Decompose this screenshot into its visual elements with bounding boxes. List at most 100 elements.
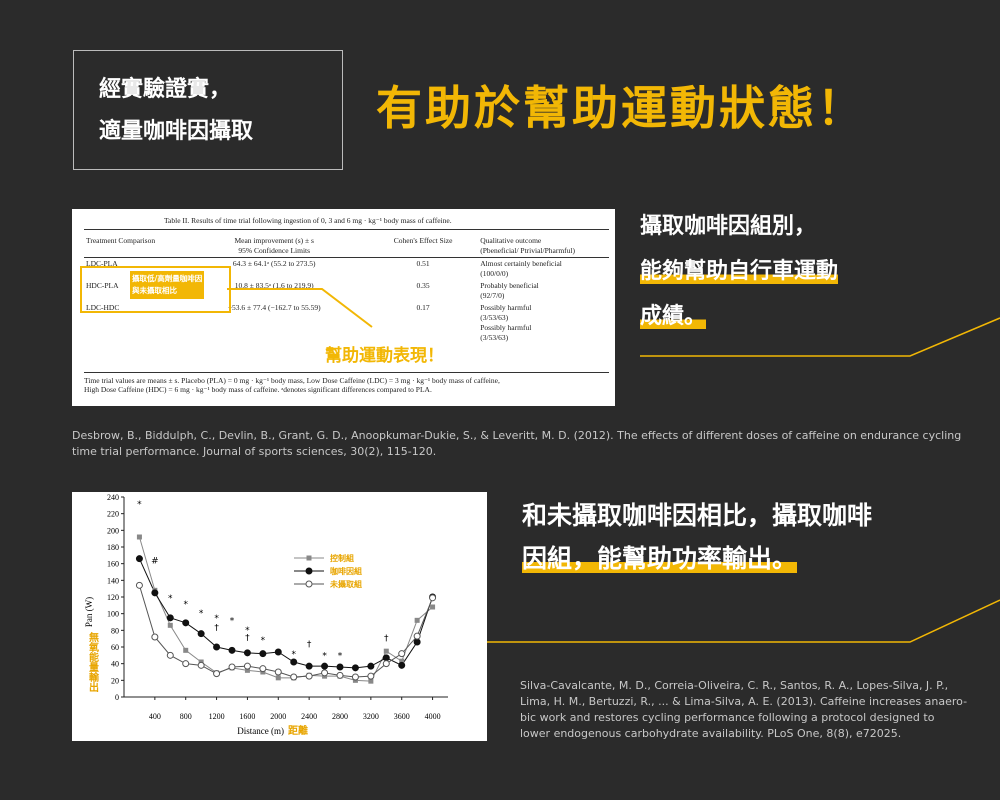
point [183,647,189,653]
x-tick-label: 4000 [425,712,441,721]
point [197,661,205,669]
annotation: † [245,633,250,643]
point [321,669,329,677]
header-line: 經實驗證實， [99,77,232,102]
point [135,581,143,589]
note: 攝取咖啡因組別， 能夠幫助自行車運動 成績。 [640,204,839,339]
point [382,654,390,662]
y-tick-label: 140 [107,576,119,585]
y-tick-label: 220 [107,510,119,519]
cell-text: 0.17 [416,303,430,312]
point [398,650,406,658]
headline: 有助於幫助運動狀態！ [376,81,866,135]
point [413,632,421,640]
cell: 0.35 [368,280,478,302]
accent-line [640,317,1000,357]
highlight-label: 攝取低/高劑量咖啡因 與未攝取相比 [130,271,205,299]
annotation: * [183,600,188,610]
point [259,650,267,658]
x-tick-label: 1600 [239,712,255,721]
point [290,658,298,666]
citation-line: Desbrow, B., Biddulph, C., Devlin, B., G… [72,429,962,442]
label-line: 攝取低/高劑量咖啡因 [132,274,203,283]
cell-text: LDC-HDC [86,303,120,312]
cell-text: Possibly harmful [480,323,532,332]
point [259,665,267,673]
accent-line [480,599,1000,643]
cell: Cohen's Effect Size [368,235,478,258]
annotation: * [322,652,327,662]
cell: Treatment Comparison [84,235,180,258]
point [368,678,374,684]
point [228,646,236,654]
citation-line: lower endogenous carbohydrate availabili… [520,727,902,740]
cell-text: Treatment Comparison [86,236,156,245]
point [166,614,174,622]
citation: Silva-Cavalcante, M. D., Correia-Oliveir… [520,678,967,742]
point [151,633,159,641]
legend-label: 咖啡因組 [330,566,362,576]
cell-text: (3/53/63) [480,333,509,342]
cell-text: Qualitative outcome [480,236,542,245]
y-axis-label: 無氧能量輸出 [87,631,100,693]
y-tick-label: 240 [107,493,119,502]
point [367,672,375,680]
point [213,670,221,678]
cell-text: 95% Confidence Limits [238,246,311,255]
cell-text: 10.8 ± 83.5ᵃ (1.6 to 219.9) [234,281,314,290]
annotation: * [168,594,173,604]
cell: Probably beneficial (92/7/0) [478,280,609,302]
y-axis-label: Pan (W) [84,597,94,627]
annotation: * [261,636,266,646]
x-tick-label: 800 [180,712,192,721]
point [228,663,236,671]
annotation: # [151,557,159,567]
cell-text: 0.51 [416,259,430,268]
annotation: † [384,634,389,644]
citation-line: bic work and restores cycling performanc… [520,711,935,724]
cell: Mean improvement (s) ± s 95% Confidence L… [180,235,368,258]
cell-text: HDC-PLA [86,281,119,290]
point [151,589,159,597]
cell: 10.8 ± 83.5ᵃ (1.6 to 219.9) [180,280,368,302]
note-line: 和未攝取咖啡因相比，攝取咖啡 [522,501,873,530]
point [321,662,329,670]
cell-text: −53.6 ± 77.4 (−162.7 to 55.59) [227,303,321,312]
point [336,671,344,679]
cell-text: (92/7/0) [480,291,505,300]
point [182,619,190,627]
x-tick-label: 2400 [301,712,317,721]
note-line: 成績。 [640,304,707,329]
header-row: Treatment Comparison Mean improvement (s)… [84,235,609,258]
cell: LDC-HDC [84,302,180,344]
cell-text: Probably beneficial [480,281,539,290]
note-line: 攝取咖啡因組別， [640,214,817,239]
point [383,648,389,654]
legend-marker [306,555,312,561]
y-tick-label: 40 [111,660,119,669]
cell-text: (100/0/0) [480,269,509,278]
footnote-line: Time trial values are means ± s. Placebo… [84,376,500,385]
y-tick-label: 180 [107,543,119,552]
y-tick-label: 80 [111,626,119,635]
cell: Almost certainly beneficial (100/0/0) [478,258,609,281]
annotation: * [291,650,296,660]
point [399,658,405,664]
legend-marker [305,567,313,575]
annotation: * [245,626,250,636]
point [351,664,359,672]
point [367,662,375,670]
point [167,622,173,628]
x-tick-label: 3200 [363,712,379,721]
point [136,534,142,540]
note-line: 因組，能幫助功率輸出。 [522,544,798,573]
point [336,663,344,671]
annotation: † [307,640,312,650]
y-tick-label: 60 [111,643,119,652]
citation-line: time trial performance. Journal of sport… [72,445,437,458]
citation-line: Lima, H. M., Bertuzzi, R., ... & Lima-Si… [520,695,968,708]
x-axis-label: 距離 [288,724,308,737]
point [382,660,390,668]
